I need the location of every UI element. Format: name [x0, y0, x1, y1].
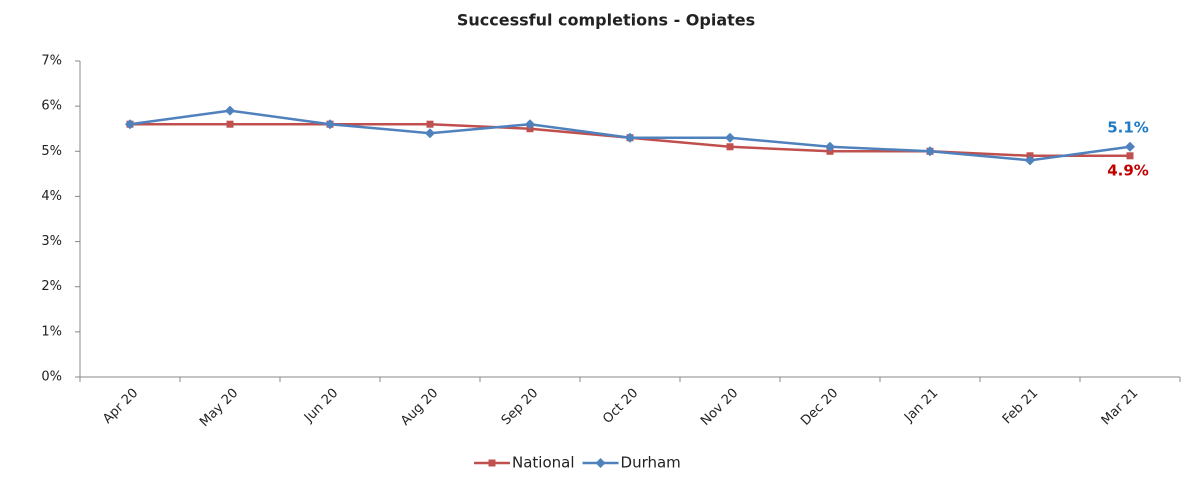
x-tick-label: Dec 20	[798, 386, 841, 429]
marker	[325, 119, 335, 130]
marker	[625, 132, 635, 143]
marker	[1025, 155, 1035, 166]
x-tick-label: Sep 20	[499, 386, 542, 429]
marker	[226, 120, 234, 128]
chart-title: Successful completions - Opiates	[457, 11, 755, 30]
legend-label: National	[512, 454, 575, 472]
y-tick-label: 0%	[41, 370, 62, 385]
y-tick-label: 7%	[41, 54, 62, 69]
x-tick-label: Mar 21	[1099, 386, 1142, 429]
y-tick-label: 2%	[41, 279, 62, 294]
data-label: 5.1%	[1107, 118, 1149, 136]
marker	[726, 143, 734, 151]
y-tick-label: 4%	[41, 189, 62, 204]
x-tick-label: Feb 21	[1000, 386, 1042, 428]
marker	[1125, 141, 1135, 152]
x-tick-label: May 20	[197, 386, 241, 430]
marker	[825, 141, 835, 152]
marker	[925, 146, 935, 157]
marker	[595, 458, 606, 468]
x-tick-label: Oct 20	[600, 386, 641, 427]
y-tick-label: 1%	[41, 324, 62, 339]
marker	[125, 119, 135, 130]
marker	[488, 459, 496, 467]
marker	[1126, 152, 1134, 160]
marker	[525, 119, 535, 130]
y-tick-label: 6%	[41, 99, 62, 114]
marker	[725, 132, 735, 143]
y-tick-label: 5%	[41, 144, 62, 159]
x-tick-label: Jun 20	[301, 386, 341, 426]
marker	[425, 128, 435, 139]
y-tick-label: 3%	[41, 234, 62, 249]
data-label: 4.9%	[1107, 161, 1149, 179]
x-tick-label: Apr 20	[100, 386, 141, 427]
x-tick-label: Aug 20	[398, 386, 441, 429]
x-tick-label: Nov 20	[698, 386, 741, 429]
legend-label: Durham	[621, 454, 681, 472]
x-tick-label: Jan 21	[901, 386, 941, 426]
marker	[225, 105, 235, 116]
marker	[426, 120, 434, 128]
